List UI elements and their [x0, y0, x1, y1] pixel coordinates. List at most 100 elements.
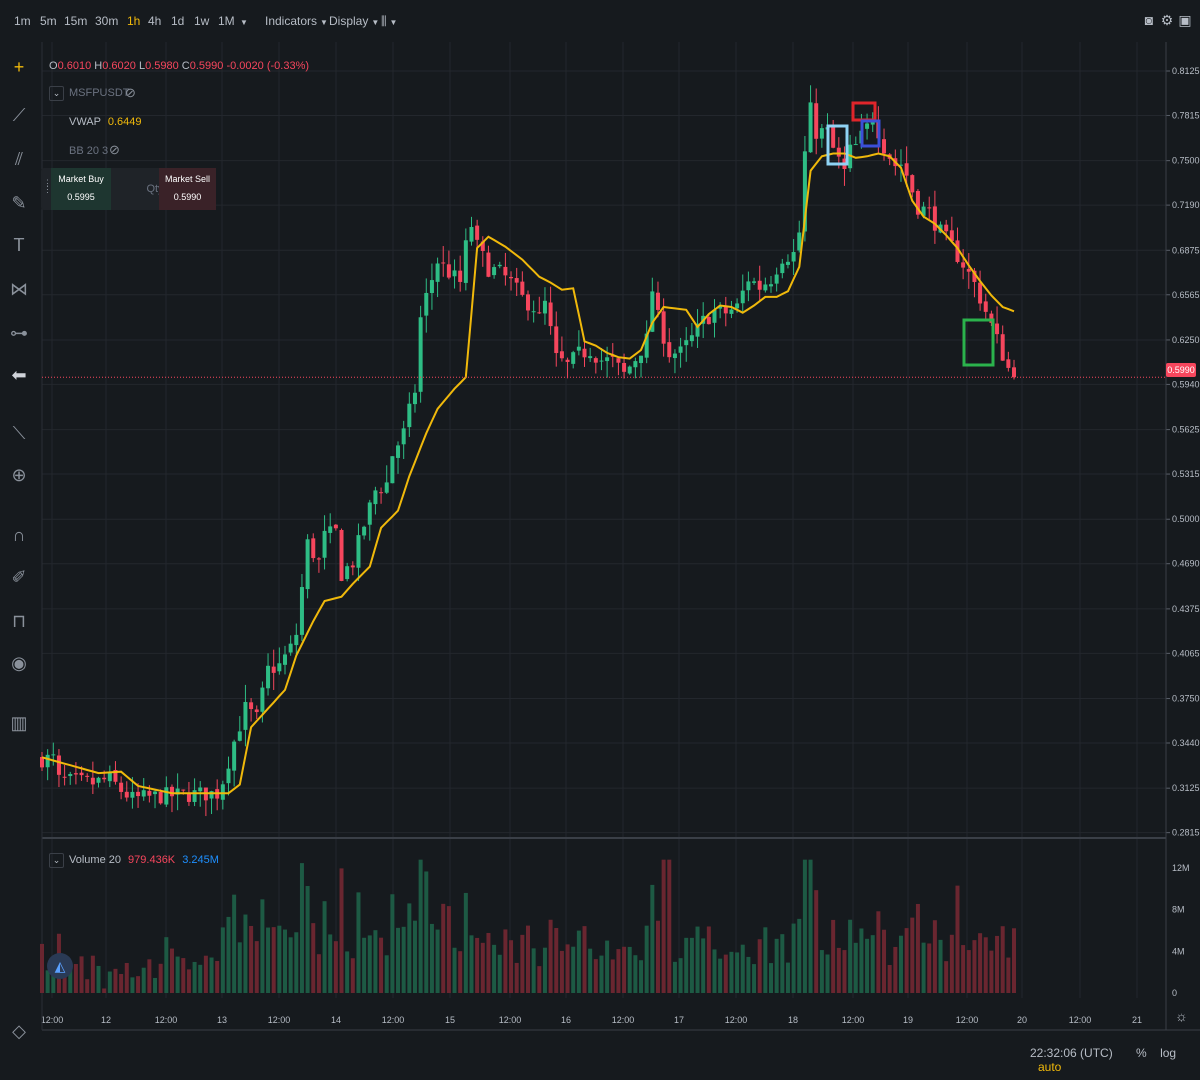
unlock-icon[interactable]: ⊓	[11, 611, 27, 631]
trash-icon[interactable]: ▥	[10, 713, 28, 733]
display-menu[interactable]: Display ▼	[329, 14, 379, 28]
volume-bar	[107, 971, 112, 993]
text-icon[interactable]: T	[13, 235, 25, 255]
volume-bar	[1006, 957, 1011, 993]
change-value: -0.0020 (-0.33%)	[226, 60, 310, 72]
market-buy-button[interactable]: Market Buy 0.5995	[51, 168, 111, 210]
volume-bar	[328, 934, 333, 993]
timeframe-1m[interactable]: 1m	[14, 14, 31, 28]
candle-body	[102, 777, 107, 780]
volume-bar	[390, 894, 395, 993]
volume-tick-label: 12M	[1172, 863, 1190, 873]
volume-bar	[73, 964, 78, 993]
volume-bar	[797, 918, 802, 993]
timeframe-1h[interactable]: 1h	[127, 14, 141, 28]
timeframe-1w[interactable]: 1w	[194, 14, 210, 28]
volume-bar	[701, 938, 706, 993]
timeframe-5m[interactable]: 5m	[40, 14, 57, 28]
volume-bar	[452, 947, 457, 993]
candle-body	[689, 335, 694, 342]
candle-body	[418, 317, 423, 392]
timeframe-more-caret[interactable]: ▼	[237, 14, 248, 28]
fullscreen-icon[interactable]: ▣	[1178, 12, 1192, 28]
order-panel: ⋮ ⋮ Market Buy 0.5995 Qty Market Sell 0.5…	[41, 168, 216, 210]
candle-body	[130, 791, 135, 798]
close-label: C	[181, 60, 190, 72]
y-tick-label: 0.5315	[1172, 469, 1200, 479]
pattern-icon[interactable]: ⋈	[10, 279, 28, 299]
candle-body	[294, 634, 299, 646]
bb-hidden-icon[interactable]: ⊘	[109, 142, 120, 157]
market-sell-label: Market Sell	[164, 174, 210, 184]
candle-body	[797, 232, 802, 251]
zoom-icon[interactable]: ⊕	[11, 465, 27, 485]
volume-value-2: 3.245M	[182, 854, 219, 866]
crosshair-icon[interactable]: +	[13, 57, 25, 77]
trendline-icon[interactable]: ⟋	[12, 105, 26, 125]
eye-icon[interactable]: ◉	[11, 653, 27, 673]
drag-handle-icon[interactable]: ⋮ ⋮	[43, 178, 52, 194]
candle-body	[588, 356, 593, 359]
magnet-icon[interactable]: ∩	[12, 525, 26, 545]
volume-bar	[593, 959, 598, 993]
camera-icon[interactable]: ◙	[1144, 12, 1154, 28]
candle-body	[921, 206, 926, 216]
timeframe-15m[interactable]: 15m	[64, 14, 88, 28]
log-toggle[interactable]: log	[1160, 1046, 1177, 1060]
candle-body	[706, 317, 711, 325]
channel-icon[interactable]: ⫽	[14, 149, 24, 169]
volume-bar	[96, 965, 101, 993]
candle-body	[73, 773, 78, 775]
layers-icon[interactable]: ◇	[12, 1021, 26, 1041]
ruler-icon[interactable]: ⟍	[12, 423, 26, 443]
candle-body	[729, 309, 734, 314]
candle-body	[1006, 359, 1011, 368]
percent-toggle[interactable]: %	[1136, 1046, 1147, 1060]
status-bar: 22:32:06 (UTC) % log auto	[1030, 1046, 1200, 1074]
timeframe-1M[interactable]: 1M	[218, 14, 235, 28]
volume-bar	[718, 958, 723, 993]
volume-bar	[689, 937, 694, 993]
volume-bar	[757, 939, 762, 993]
volume-bar	[853, 942, 858, 993]
timeframe-4h[interactable]: 4h	[148, 14, 162, 28]
time-axis-settings-icon[interactable]: ☼	[1175, 1008, 1188, 1024]
candle-body	[435, 263, 440, 282]
candle-body	[288, 643, 293, 653]
settings-icon[interactable]: ⚙	[1160, 12, 1174, 28]
x-tick-label: 12:00	[612, 1015, 635, 1025]
volume-bar	[407, 903, 412, 993]
volume-bar	[147, 959, 152, 993]
candle-body	[514, 278, 519, 283]
candle-body	[644, 333, 649, 358]
volume-bar	[356, 892, 361, 993]
volume-bar	[311, 923, 316, 993]
timeframe-30m[interactable]: 30m	[95, 14, 119, 28]
volume-bar	[181, 958, 186, 993]
x-tick-label: 13	[217, 1015, 227, 1025]
symbol-hidden-icon[interactable]: ⊘	[125, 85, 136, 100]
candle-body	[520, 281, 525, 295]
chart-type-menu[interactable]: ⫼ ▼	[381, 14, 397, 29]
timeframe-1d[interactable]: 1d	[171, 14, 185, 28]
volume-tick-label: 4M	[1172, 946, 1185, 956]
brush-icon[interactable]: ✎	[11, 193, 27, 213]
collapse-volume-toggle[interactable]: ⌄	[49, 853, 64, 868]
candle-body	[401, 428, 406, 445]
collapse-legend-toggle[interactable]: ⌄	[49, 86, 64, 101]
volume-bar	[616, 949, 621, 993]
volume-bar	[729, 951, 734, 993]
measure-icon[interactable]: ⊶	[10, 323, 28, 343]
volume-bar	[339, 868, 344, 993]
chevron-down-icon: ▼	[389, 18, 398, 27]
candle-body	[299, 587, 304, 635]
volume-bar	[198, 964, 203, 993]
indicators-menu[interactable]: Indicators ▼	[265, 14, 328, 28]
arrow-left-icon[interactable]: ⬅	[11, 365, 27, 385]
top-toolbar: 1m 5m 15m 30m 1h 4h 1d 1w 1M ▼ Indicator…	[0, 0, 1200, 42]
lock-drawing-icon[interactable]: ✐	[11, 567, 27, 587]
auto-toggle[interactable]: auto	[1038, 1060, 1062, 1074]
y-tick-label: 0.5000	[1172, 514, 1200, 524]
market-sell-button[interactable]: Market Sell 0.5990	[159, 168, 216, 210]
